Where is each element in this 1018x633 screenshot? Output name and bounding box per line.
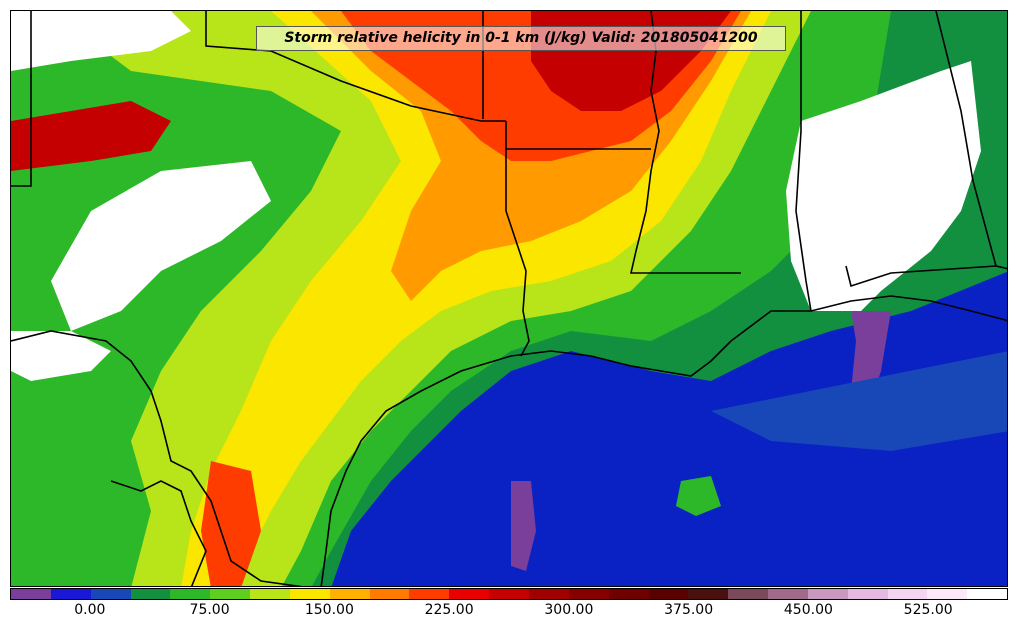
gulf-purple-streak: [511, 481, 536, 571]
colorbar-tick-label: 0.00: [74, 602, 106, 618]
texas-red-patch: [201, 461, 261, 586]
colorbar-segment: [568, 589, 609, 599]
colorbar-segment: [768, 589, 808, 599]
colorbar-tick-label: 225.00: [424, 602, 474, 618]
us-mexico-border: [11, 330, 303, 586]
colorbar-segment: [807, 589, 848, 599]
colorbar-tick-label: 450.00: [783, 602, 833, 618]
colorbar-segment: [250, 589, 290, 599]
missing-data-northwest: [11, 11, 191, 71]
mississippi-east-border: [795, 11, 812, 312]
colorbar-tick-label: 150.00: [304, 602, 354, 618]
colorbar-segment: [210, 589, 251, 599]
missing-data-plains: [51, 161, 271, 331]
west-red-band: [11, 101, 171, 171]
colorbar-segment: [489, 589, 529, 599]
missing-data-southwest: [11, 331, 111, 381]
alabama-east-border: [935, 11, 1007, 270]
colorbar-segment: [449, 589, 490, 599]
colorbar-segment: [409, 589, 450, 599]
colorbar-segment: [648, 589, 689, 599]
colorbar-segment: [170, 589, 211, 599]
texas-panhandle-border: [205, 11, 506, 122]
colorbar-ticks: 0.00 75.00 150.00 225.00 300.00 375.00 450.00 5…: [10, 602, 1008, 624]
florida-panhandle-border: [845, 265, 997, 288]
colorbar-segment: [967, 589, 1008, 599]
texas-louisiana-border: [505, 149, 530, 357]
missing-data-southeast: [786, 61, 981, 311]
oklahoma-north-border: [11, 11, 32, 187]
map-title: Storm relative helicity in 0-1 km (J/kg)…: [256, 26, 786, 51]
colorbar: [10, 588, 1008, 600]
colorbar-segment: [329, 589, 370, 599]
colorbar-segment: [887, 589, 928, 599]
colorbar-segment: [728, 589, 769, 599]
gulf-coastline: [320, 295, 1007, 586]
gulf-green-patch: [676, 476, 721, 516]
colorbar-segment: [369, 589, 410, 599]
mississippi-river-border: [629, 11, 741, 274]
colorbar-segment: [528, 589, 569, 599]
colorbar-segment: [608, 589, 649, 599]
colorbar-tick-label: 75.00: [189, 602, 230, 618]
colorbar-tick-label: 300.00: [544, 602, 594, 618]
helicity-map: [11, 11, 1007, 586]
colorbar-segment: [50, 589, 91, 599]
colorbar-segment: [289, 589, 330, 599]
colorbar-segment: [90, 589, 131, 599]
map-panel: Storm relative helicity in 0-1 km (J/kg)…: [10, 10, 1008, 587]
mexico-state-border: [110, 480, 207, 586]
political-boundaries: [11, 11, 1007, 586]
colorbar-tick-label: 375.00: [664, 602, 714, 618]
colorbar-segment: [11, 589, 51, 599]
colorbar-segment: [688, 589, 729, 599]
gulf-lighter-blue: [711, 351, 1007, 451]
colorbar-segment: [130, 589, 171, 599]
colorbar-segment: [927, 589, 968, 599]
purple-margin-southeast: [851, 311, 891, 401]
colorbar-tick-label: 525.00: [903, 602, 953, 618]
colorbar-segment: [847, 589, 888, 599]
